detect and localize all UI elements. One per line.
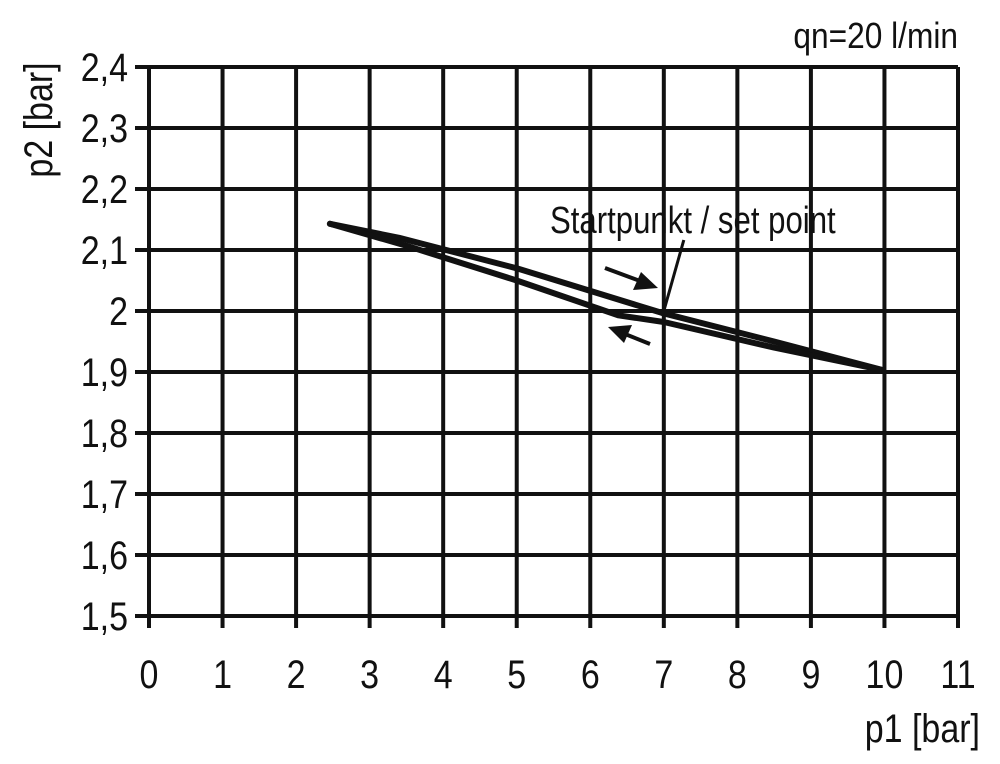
- curves: [326, 220, 886, 374]
- annotations: [604, 239, 686, 346]
- arrow-left-icon: [624, 332, 651, 346]
- y-tick-label: 1,7: [81, 471, 128, 516]
- y-tick-label: 2: [109, 288, 128, 333]
- x-tick-labels: 0 1 2 3 4 5 6 7 8 9 10 11: [140, 651, 976, 696]
- x-tick-label: 9: [801, 651, 820, 696]
- grid: [135, 65, 960, 628]
- y-tick-labels: 1,5 1,6 1,7 1,8 1,9 2 2,1 2,2 2,3 2,4: [81, 44, 128, 638]
- arrow-right-head-icon: [633, 272, 658, 290]
- x-axis-label: p1 [bar]: [865, 705, 980, 750]
- series-line-1: [326, 220, 886, 374]
- set-point-label: Startpunkt / set point: [550, 200, 836, 242]
- arrow-right-icon: [604, 266, 641, 283]
- y-tick-label: 2,3: [81, 105, 128, 150]
- x-tick-label: 4: [434, 651, 453, 696]
- x-tick-label: 2: [287, 651, 306, 696]
- x-tick-label: 1: [213, 651, 232, 696]
- arrow-left-head-icon: [608, 325, 632, 343]
- y-tick-label: 2,4: [81, 44, 128, 89]
- x-tick-label: 11: [940, 651, 975, 696]
- x-tick-label: 10: [866, 651, 904, 696]
- x-tick-label: 6: [581, 651, 600, 696]
- x-tick-label: 8: [728, 651, 747, 696]
- y-tick-label: 1,8: [81, 410, 128, 455]
- y-tick-label: 1,5: [81, 593, 128, 638]
- x-tick-label: 7: [654, 651, 673, 696]
- x-tick-label: 3: [360, 651, 379, 696]
- y-tick-label: 1,9: [81, 349, 128, 394]
- x-tick-label: 5: [507, 651, 526, 696]
- set-point-leader-line: [662, 239, 686, 312]
- y-axis-label: p2 [bar]: [15, 62, 60, 177]
- y-tick-label: 1,6: [81, 532, 128, 577]
- series-line-2: [326, 220, 886, 374]
- y-tick-label: 2,2: [81, 166, 128, 211]
- flow-annotation: qn=20 l/min: [793, 16, 958, 56]
- y-tick-label: 2,1: [81, 227, 128, 272]
- x-tick-label: 0: [140, 651, 159, 696]
